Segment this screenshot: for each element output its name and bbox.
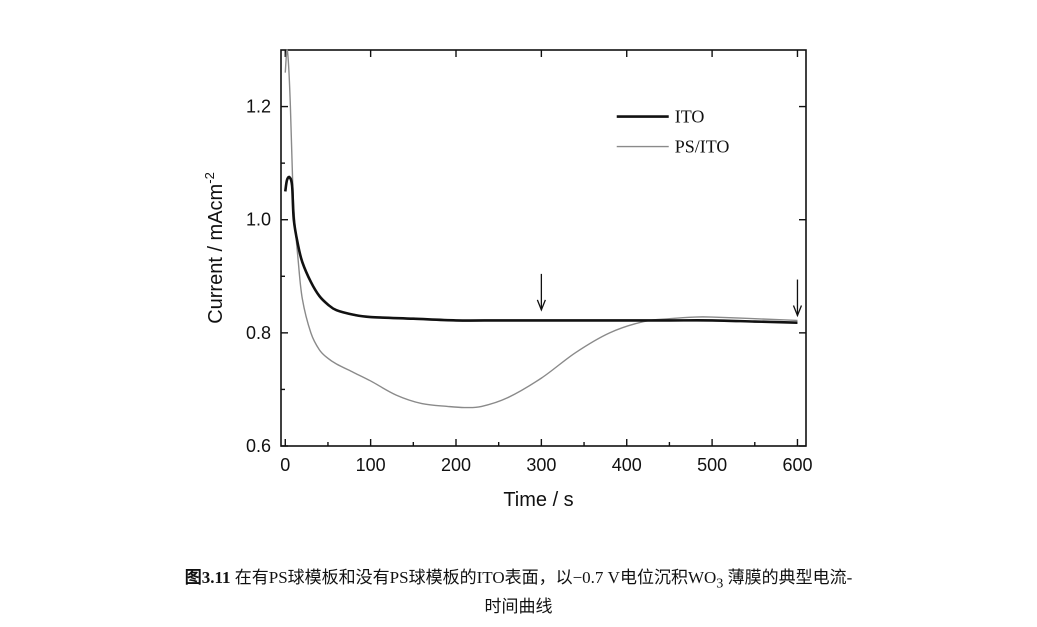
y-tick-label: 0.6 (246, 436, 271, 456)
y-tick-label: 1.0 (246, 210, 271, 230)
x-tick-label: 300 (526, 455, 556, 475)
x-tick-label: 100 (356, 455, 386, 475)
series-line-ito (283, 175, 798, 324)
y-axis-title-exponent: -2 (202, 172, 217, 184)
x-tick-label: 600 (782, 455, 812, 475)
caption-text-2: 时间曲线 (484, 597, 553, 616)
x-tick-label: 200 (441, 455, 471, 475)
caption-subscript: 3 (716, 575, 724, 592)
down-arrow-icon (792, 305, 803, 318)
current-time-chart: 0 100 200 300 400 500 600 0.6 0.8 1.0 1.2 Time / s C… (202, 49, 812, 511)
x-tick-label: 500 (697, 455, 727, 475)
caption-text-1-tail: 薄膜的典型电流- (723, 568, 853, 587)
y-axis-title: Current / mAcm-2 (202, 172, 227, 324)
x-axis-title: Time / s (503, 489, 573, 511)
x-tick-label: 400 (612, 455, 642, 475)
figure-caption-line-1: 图3.11 在有PS球模板和没有PS球模板的ITO表面，以−0.7 V电位沉积W… (0, 563, 1037, 592)
y-tick-label: 0.8 (246, 323, 271, 343)
legend-label-ps-ito: PS/ITO (675, 137, 730, 157)
figure-caption-line-2: 时间曲线 (0, 592, 1037, 617)
y-tick-label: 1.2 (246, 97, 271, 117)
plot-frame (280, 49, 807, 447)
figure-label: 图3.11 (184, 568, 231, 587)
x-tick-label: 0 (280, 455, 290, 475)
legend-label-ito: ITO (675, 107, 705, 127)
series-line-psito (284, 49, 798, 409)
caption-text-1: 在有PS球模板和没有PS球模板的ITO表面，以−0.7 V电位沉积WO (230, 568, 717, 587)
down-arrow-icon (536, 299, 546, 312)
